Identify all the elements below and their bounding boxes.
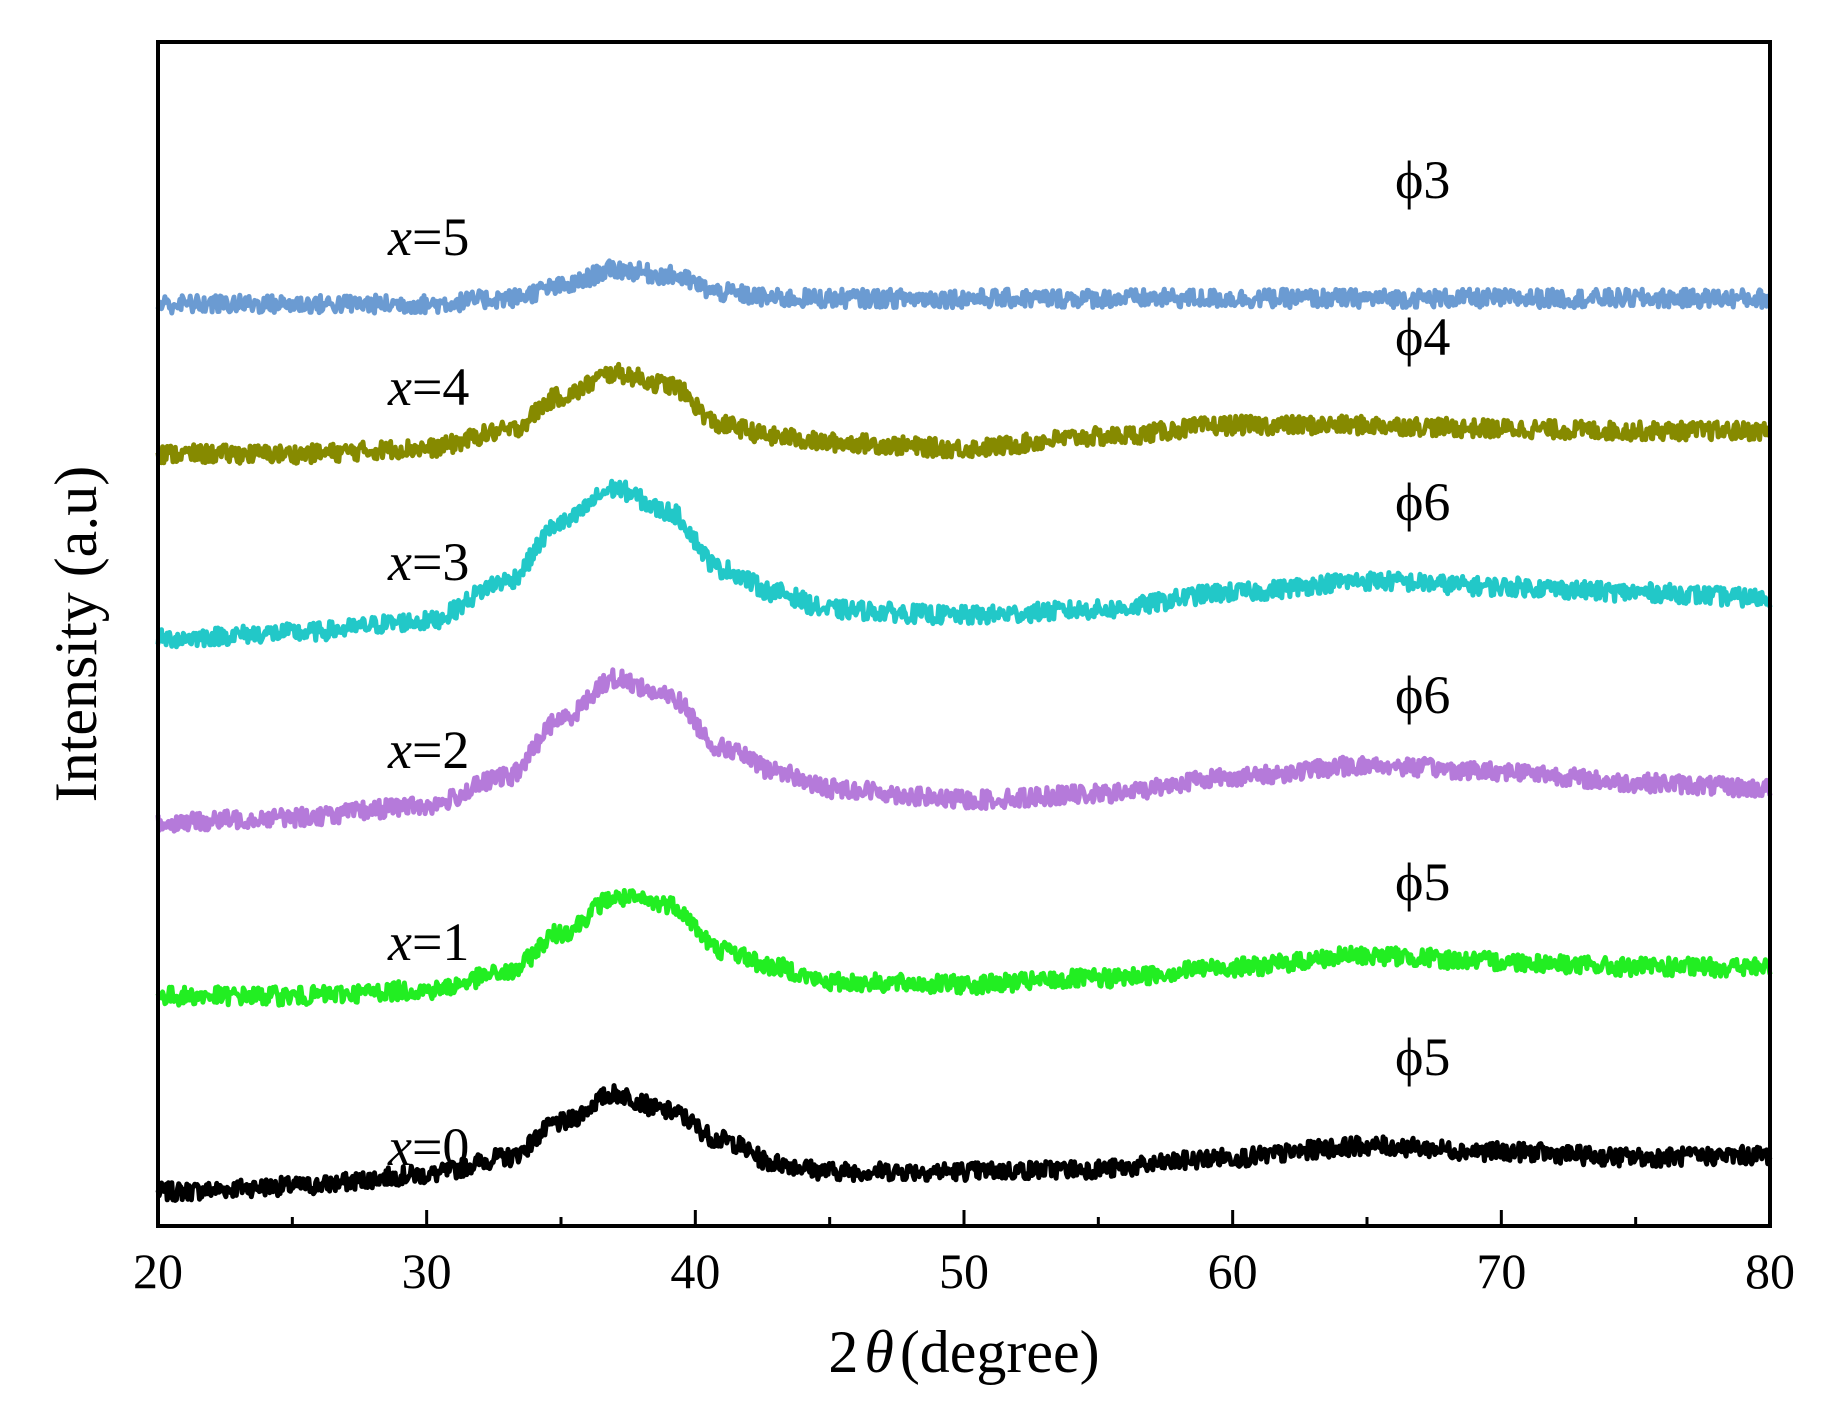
series-label-x3: x=3	[387, 532, 469, 592]
x-tick-label: 40	[670, 1243, 720, 1299]
x-tick-label: 80	[1745, 1243, 1795, 1299]
series-line-x1	[155, 888, 1773, 1008]
series-line-x2	[155, 667, 1773, 834]
phase-annotation-x4: ϕ4	[1395, 307, 1450, 367]
series-label-x2: x=2	[387, 720, 469, 780]
series-label-x1: x=1	[387, 912, 469, 972]
x-axis-title: 2 θ (degree)	[828, 1319, 1099, 1385]
x-tick-label: 50	[939, 1243, 989, 1299]
phase-annotation-x0: ϕ5	[1395, 1027, 1450, 1087]
series-labels: x=0 ϕ5 x=1 ϕ5 x=2 ϕ6 x=3 ϕ6 x=4 ϕ4 x=5 ϕ3	[387, 150, 1450, 1177]
x-tick-label: 30	[402, 1243, 452, 1299]
x-tick-label: 70	[1476, 1243, 1526, 1299]
series-line-x0	[155, 1083, 1773, 1203]
series-layer	[155, 258, 1773, 1203]
phase-annotation-x2: ϕ6	[1395, 665, 1450, 725]
series-label-x0: x=0	[387, 1117, 469, 1177]
x-tick-label: 20	[133, 1243, 183, 1299]
y-axis-title: Intensity (a.u)	[43, 466, 109, 803]
series-line-x5	[155, 258, 1772, 316]
x-tick-label: 60	[1208, 1243, 1258, 1299]
phase-annotation-x5: ϕ3	[1395, 150, 1450, 210]
series-label-x4: x=4	[387, 357, 469, 417]
series-label-x5: x=5	[387, 207, 469, 267]
series-line-x4	[155, 361, 1773, 466]
phase-annotation-x1: ϕ5	[1395, 852, 1450, 912]
phase-annotation-x3: ϕ6	[1395, 472, 1450, 532]
x-axis-ticks: 20 30 40 50 60 70 80	[133, 1210, 1795, 1299]
series-line-x3	[155, 478, 1773, 650]
